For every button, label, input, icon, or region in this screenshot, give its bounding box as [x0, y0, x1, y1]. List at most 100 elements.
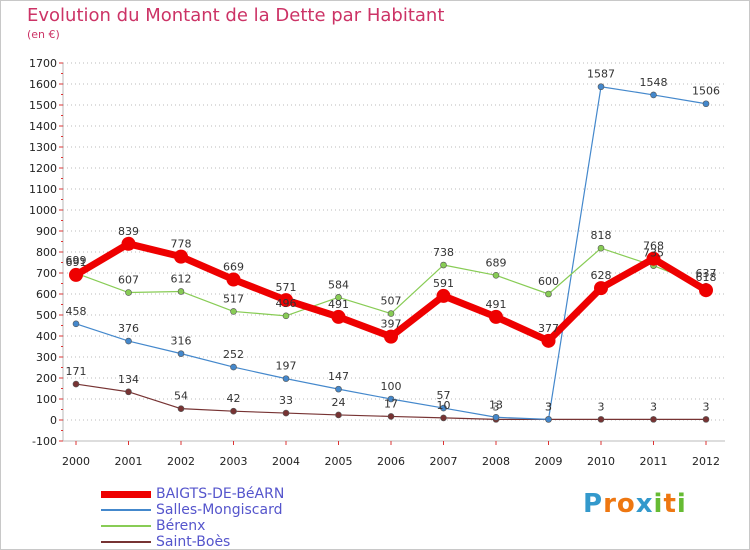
data-point: [121, 236, 136, 251]
data-point: [702, 100, 710, 108]
data-label: 496: [276, 297, 297, 310]
data-label: 691: [66, 256, 87, 269]
data-label: 669: [223, 261, 244, 274]
data-point: [650, 91, 657, 99]
data-point: [702, 416, 710, 423]
data-label: 491: [328, 298, 349, 311]
proxiti-logo: Proxiti: [583, 489, 687, 519]
data-point: [177, 405, 185, 412]
data-point: [335, 385, 342, 393]
data-point: [545, 416, 552, 423]
data-point: [541, 333, 556, 348]
data-point: [230, 363, 237, 371]
data-point: [177, 350, 185, 357]
data-point: [174, 249, 188, 264]
data-point: [230, 407, 237, 415]
data-label: 54: [174, 390, 188, 403]
chart-title: Evolution du Montant de la Dette par Hab…: [27, 5, 445, 26]
data-point: [387, 395, 395, 403]
data-label: 768: [643, 240, 664, 253]
x-tick-label: 2002: [167, 455, 195, 468]
data-label: 818: [591, 229, 612, 242]
data-point: [72, 380, 80, 388]
logo-letter: t: [663, 489, 677, 519]
legend-label-saint-boes: Saint-Boès: [156, 534, 231, 550]
data-point: [282, 375, 290, 382]
data-point: [440, 261, 447, 269]
data-point: [597, 244, 605, 252]
y-tick-label: 800: [36, 246, 57, 259]
data-label: 24: [332, 396, 346, 409]
logo-letter: o: [616, 489, 636, 519]
data-label: 17: [384, 397, 398, 410]
data-label: 57: [437, 389, 451, 402]
legend-swatch-salles: [101, 509, 151, 511]
data-point: [440, 404, 447, 412]
x-tick-label: 2004: [272, 455, 300, 468]
data-point: [282, 312, 290, 320]
data-label: 1587: [587, 68, 615, 81]
data-label: 699: [66, 254, 87, 267]
x-tick-label: 2003: [220, 455, 248, 468]
data-label: 778: [171, 238, 192, 251]
x-tick-label: 2005: [325, 455, 353, 468]
data-label: 458: [66, 305, 87, 318]
data-label: 147: [328, 370, 349, 383]
x-tick-label: 2010: [587, 455, 615, 468]
data-label: 591: [433, 277, 454, 290]
logo-letter: r: [603, 489, 617, 519]
data-label: 252: [223, 348, 244, 361]
y-tick-label: 400: [36, 330, 57, 343]
data-point: [72, 320, 80, 328]
data-label: 134: [118, 373, 139, 386]
data-label: 171: [66, 365, 87, 378]
data-label: 612: [171, 272, 192, 285]
y-tick-label: 1000: [29, 204, 57, 217]
data-point: [279, 293, 293, 308]
data-label: 491: [486, 298, 507, 311]
data-point: [331, 309, 346, 324]
logo-letter: i: [653, 489, 664, 519]
data-label: 637: [696, 267, 717, 280]
data-label: 33: [279, 394, 293, 407]
data-point: [230, 308, 237, 315]
logo-letter: i: [676, 489, 687, 519]
data-label: 839: [118, 225, 139, 238]
data-point: [125, 289, 132, 296]
x-tick-label: 2009: [535, 455, 563, 468]
y-tick-label: 500: [36, 309, 57, 322]
y-tick-label: 300: [36, 351, 57, 364]
data-label: 3: [703, 400, 710, 413]
data-label: 507: [381, 295, 402, 308]
data-point: [646, 251, 661, 266]
y-tick-label: 200: [36, 372, 57, 385]
legend-label-berenx: Bérenx: [156, 518, 206, 534]
data-point: [597, 416, 605, 423]
data-label: 197: [276, 360, 297, 373]
data-point: [387, 413, 395, 420]
data-label: 42: [227, 392, 241, 405]
data-label: 1506: [692, 85, 720, 98]
data-label: 316: [171, 335, 192, 348]
data-point: [384, 329, 398, 344]
series-group: [69, 83, 713, 423]
data-label: 100: [381, 380, 402, 393]
data-label: 517: [223, 292, 244, 305]
y-tick-label: 1700: [29, 57, 57, 70]
x-tick-label: 2007: [430, 455, 458, 468]
data-label: 10: [437, 399, 451, 412]
data-point: [492, 413, 500, 421]
data-point: [177, 288, 185, 295]
chart-subtitle: (en €): [27, 28, 60, 41]
y-tick-label: 700: [36, 267, 57, 280]
data-label: 3: [493, 400, 500, 413]
y-tick-label: 1400: [29, 120, 57, 133]
y-tick-label: 1500: [29, 99, 57, 112]
y-tick-label: 1100: [29, 183, 57, 196]
data-point: [125, 337, 132, 345]
legend-label-salles: Salles-Mongiscard: [156, 502, 283, 518]
y-tick-label: 600: [36, 288, 57, 301]
data-point: [489, 309, 503, 324]
data-point: [440, 414, 447, 422]
